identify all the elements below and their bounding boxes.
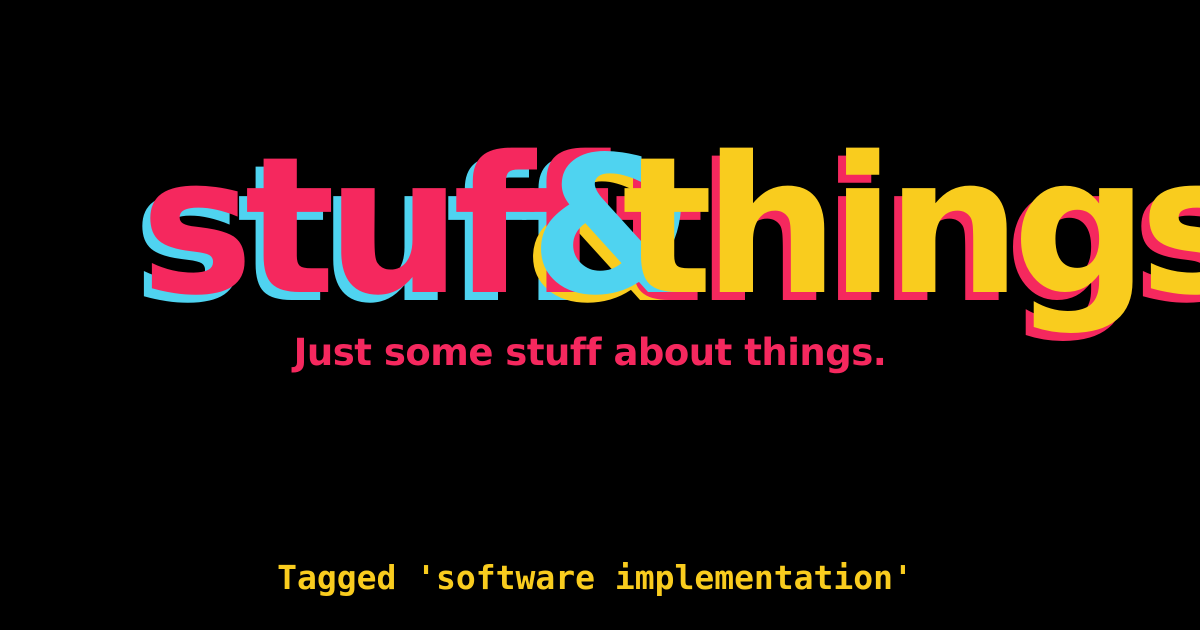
site-tagline: Just some stuff about things. — [293, 331, 887, 374]
logo-stuff: stuff — [140, 116, 611, 337]
site-logo: stuff & things stuff & things — [0, 112, 1200, 352]
tag-heading: Tagged 'software implementation' — [277, 558, 913, 597]
logo-ampersand-shadow: & — [522, 124, 680, 345]
logo-ampersand: & — [530, 116, 688, 337]
logo-wordmark: stuff & things stuff & things — [132, 116, 1200, 345]
logo-things-shadow: things — [614, 124, 1200, 345]
logo-things: things — [622, 116, 1200, 337]
logo-stuff-shadow: stuff — [132, 124, 603, 345]
